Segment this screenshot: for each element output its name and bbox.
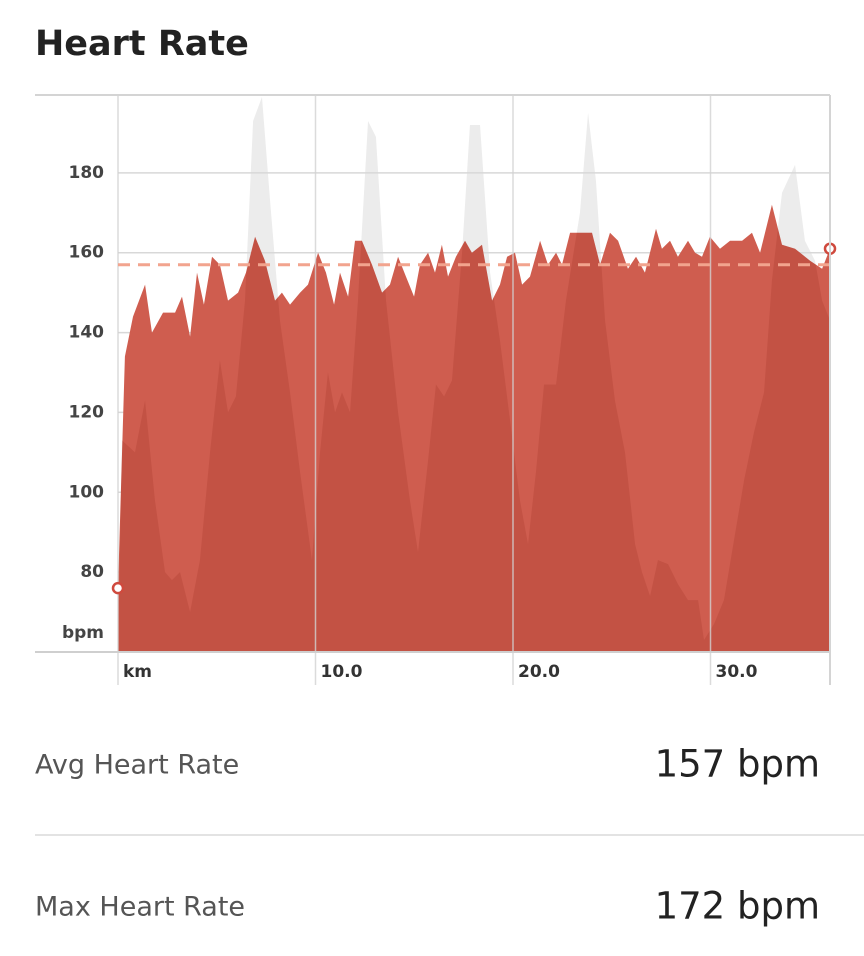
overlap-area [118, 204, 830, 652]
y-tick-label: 140 [69, 323, 105, 343]
y-axis-label: bpm [62, 623, 104, 643]
end-marker [111, 581, 125, 595]
x-tick-label: 30.0 [716, 662, 758, 682]
heart-rate-area [118, 204, 830, 653]
stat-label: Avg Heart Rate [35, 750, 239, 781]
stat-label: Max Heart Rate [35, 892, 245, 923]
y-tick-label: 80 [80, 562, 104, 582]
x-tick-label: 20.0 [518, 662, 560, 682]
y-tick-label: 160 [69, 243, 105, 263]
x-tick-label: 10.0 [321, 662, 363, 682]
y-tick-label: 100 [69, 482, 105, 502]
title: Heart Rate [35, 24, 249, 64]
y-tick-label: 120 [69, 402, 105, 422]
y-tick-label: 180 [69, 163, 105, 183]
stat-value: 157 bpm [655, 743, 820, 786]
x-tick-label: km [123, 662, 152, 682]
stat-value: 172 bpm [655, 885, 820, 928]
